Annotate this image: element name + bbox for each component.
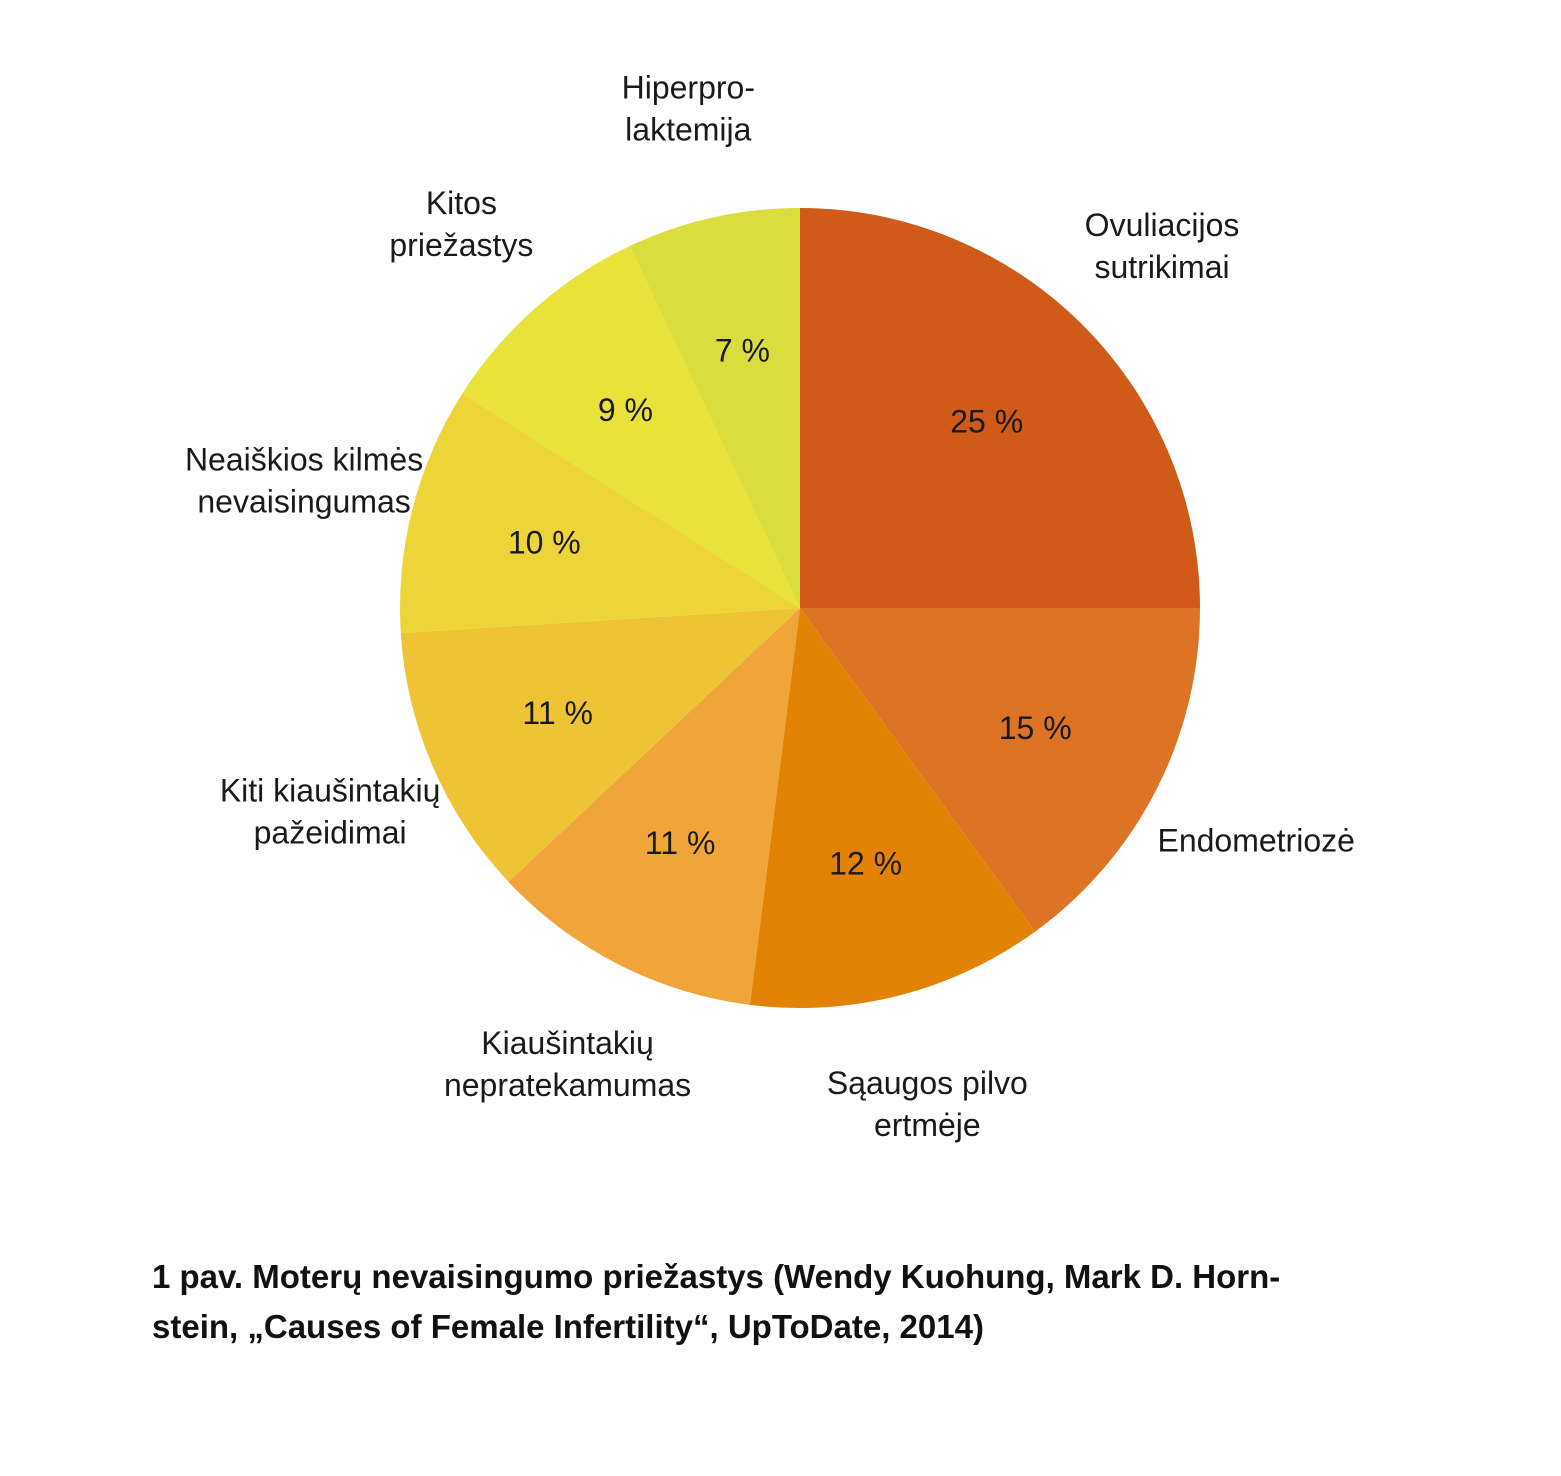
slice-category-label-line: Endometriozė — [1157, 822, 1354, 858]
pie-slice — [400, 393, 800, 634]
slice-category-label-line: pažeidimai — [254, 814, 407, 850]
slice-category-label-line: nepratekamumas — [444, 1067, 691, 1103]
pie-slices — [400, 208, 1200, 1008]
pie-slice — [629, 208, 800, 608]
caption-line-1: 1 pav. Moterų nevaisingumo priežastys (W… — [152, 1258, 1281, 1295]
slice-category-label-line: priežastys — [389, 227, 533, 263]
pie-slice — [800, 208, 1200, 608]
slice-category-label: Neaiškios kilmės nevaisingumas — [185, 442, 423, 520]
slice-category-label-line: nevaisingumas — [197, 484, 410, 520]
figure-caption: 1 pav. Moterų nevaisingumo priežastys (W… — [152, 1252, 1452, 1352]
slice-category-label: Kiaušintakių nepratekamumas — [444, 1025, 691, 1103]
slice-category-label-line: sutrikimai — [1094, 249, 1229, 285]
slice-percent-label: 9 % — [598, 392, 653, 428]
slice-category-label-line: Hiperpro- — [622, 69, 755, 105]
pie-chart: 25 % 15 % 12 % 11 % 11 % 10 % 9 % 7 % Ovuliacij… — [185, 69, 1355, 1143]
slice-category-label-line: Kitos — [426, 185, 497, 221]
slice-percent-label: 11 % — [645, 825, 716, 861]
slice-category-label-line: Kiti kiaušintakių — [220, 772, 441, 808]
slice-category-label: Ovuliacijos sutrikimai — [1085, 207, 1240, 285]
slice-percent-label: 7 % — [715, 332, 770, 368]
slice-category-label: Hiperpro-laktemija — [622, 69, 755, 147]
slice-category-label: Kitos priežastys — [389, 185, 533, 263]
slice-category-label-line: ertmėje — [874, 1107, 981, 1143]
category-labels: Ovuliacijos sutrikimai Endometriozė Sąaugos… — [185, 69, 1355, 1143]
pie-slice — [800, 608, 1200, 932]
slice-percent-label: 11 % — [522, 695, 593, 731]
pie-slice — [400, 608, 800, 882]
slice-category-label-line: Ovuliacijos — [1085, 207, 1240, 243]
slice-percent-label: 12 % — [829, 846, 902, 882]
percent-labels: 25 % 15 % 12 % 11 % 11 % 10 % 9 % 7 % — [508, 332, 1072, 881]
slice-percent-label: 25 % — [950, 403, 1023, 439]
slice-category-label-line: Kiaušintakių — [481, 1025, 654, 1061]
slice-category-label: Kiti kiaušintakių pažeidimai — [220, 772, 441, 850]
slice-category-label: Sąaugos pilvo ertmėje — [827, 1065, 1028, 1143]
slice-category-label-line: Neaiškios kilmės — [185, 442, 423, 478]
pie-slice — [749, 608, 1036, 1008]
slice-percent-label: 15 % — [999, 710, 1072, 746]
caption-line-2: stein, „Causes of Female Infertility“, U… — [152, 1308, 984, 1345]
pie-slice — [462, 246, 800, 608]
pie-slice — [508, 608, 800, 1005]
slice-category-label: Endometriozė — [1157, 822, 1354, 858]
slice-category-label-line: laktemija — [625, 111, 751, 147]
slice-percent-label: 10 % — [508, 524, 581, 560]
slice-category-label-line: Sąaugos pilvo — [827, 1065, 1028, 1101]
